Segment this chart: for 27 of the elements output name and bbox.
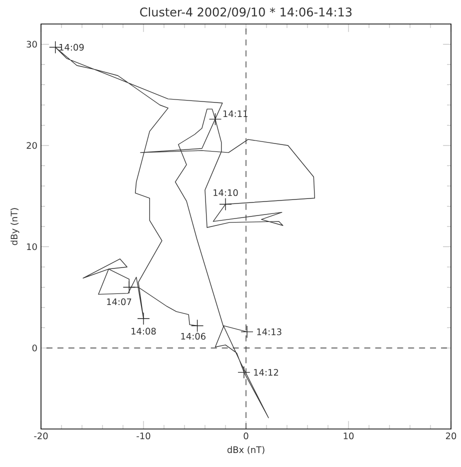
y-tick-label: 10 [27,243,37,250]
y-tick-label: 0 [32,344,37,352]
annotation: 14:06 [181,332,206,340]
y-tick-label: 30 [26,40,37,48]
point [122,280,136,294]
point [137,312,150,325]
annotation: 14:09 [60,44,84,51]
x-tick-label: -10 [136,432,150,440]
chart-title: Cluster-4 2002/09/10 * 14:06-14:13 [140,7,352,18]
point [208,112,222,126]
annotation: 14:07 [107,298,132,306]
x-tick-label: -20 [34,432,48,440]
point [240,325,254,338]
annotation: 14:13 [257,328,282,336]
x-axis-title: dBx (nT) [227,446,264,454]
annotation: 14:10 [214,189,238,196]
y-axis-title: dBy (nT) [10,208,20,246]
point [238,366,250,379]
annotation: 14:08 [132,328,156,335]
point [219,198,232,211]
x-tick-label: 10 [344,432,354,440]
x-tick-label: 20 [446,432,456,440]
y-tick-label: 20 [26,142,37,149]
point [190,319,204,332]
annotation: 14:11 [223,110,248,117]
x-tick-label: 0 [244,432,248,440]
annotation: 14:12 [254,368,278,376]
